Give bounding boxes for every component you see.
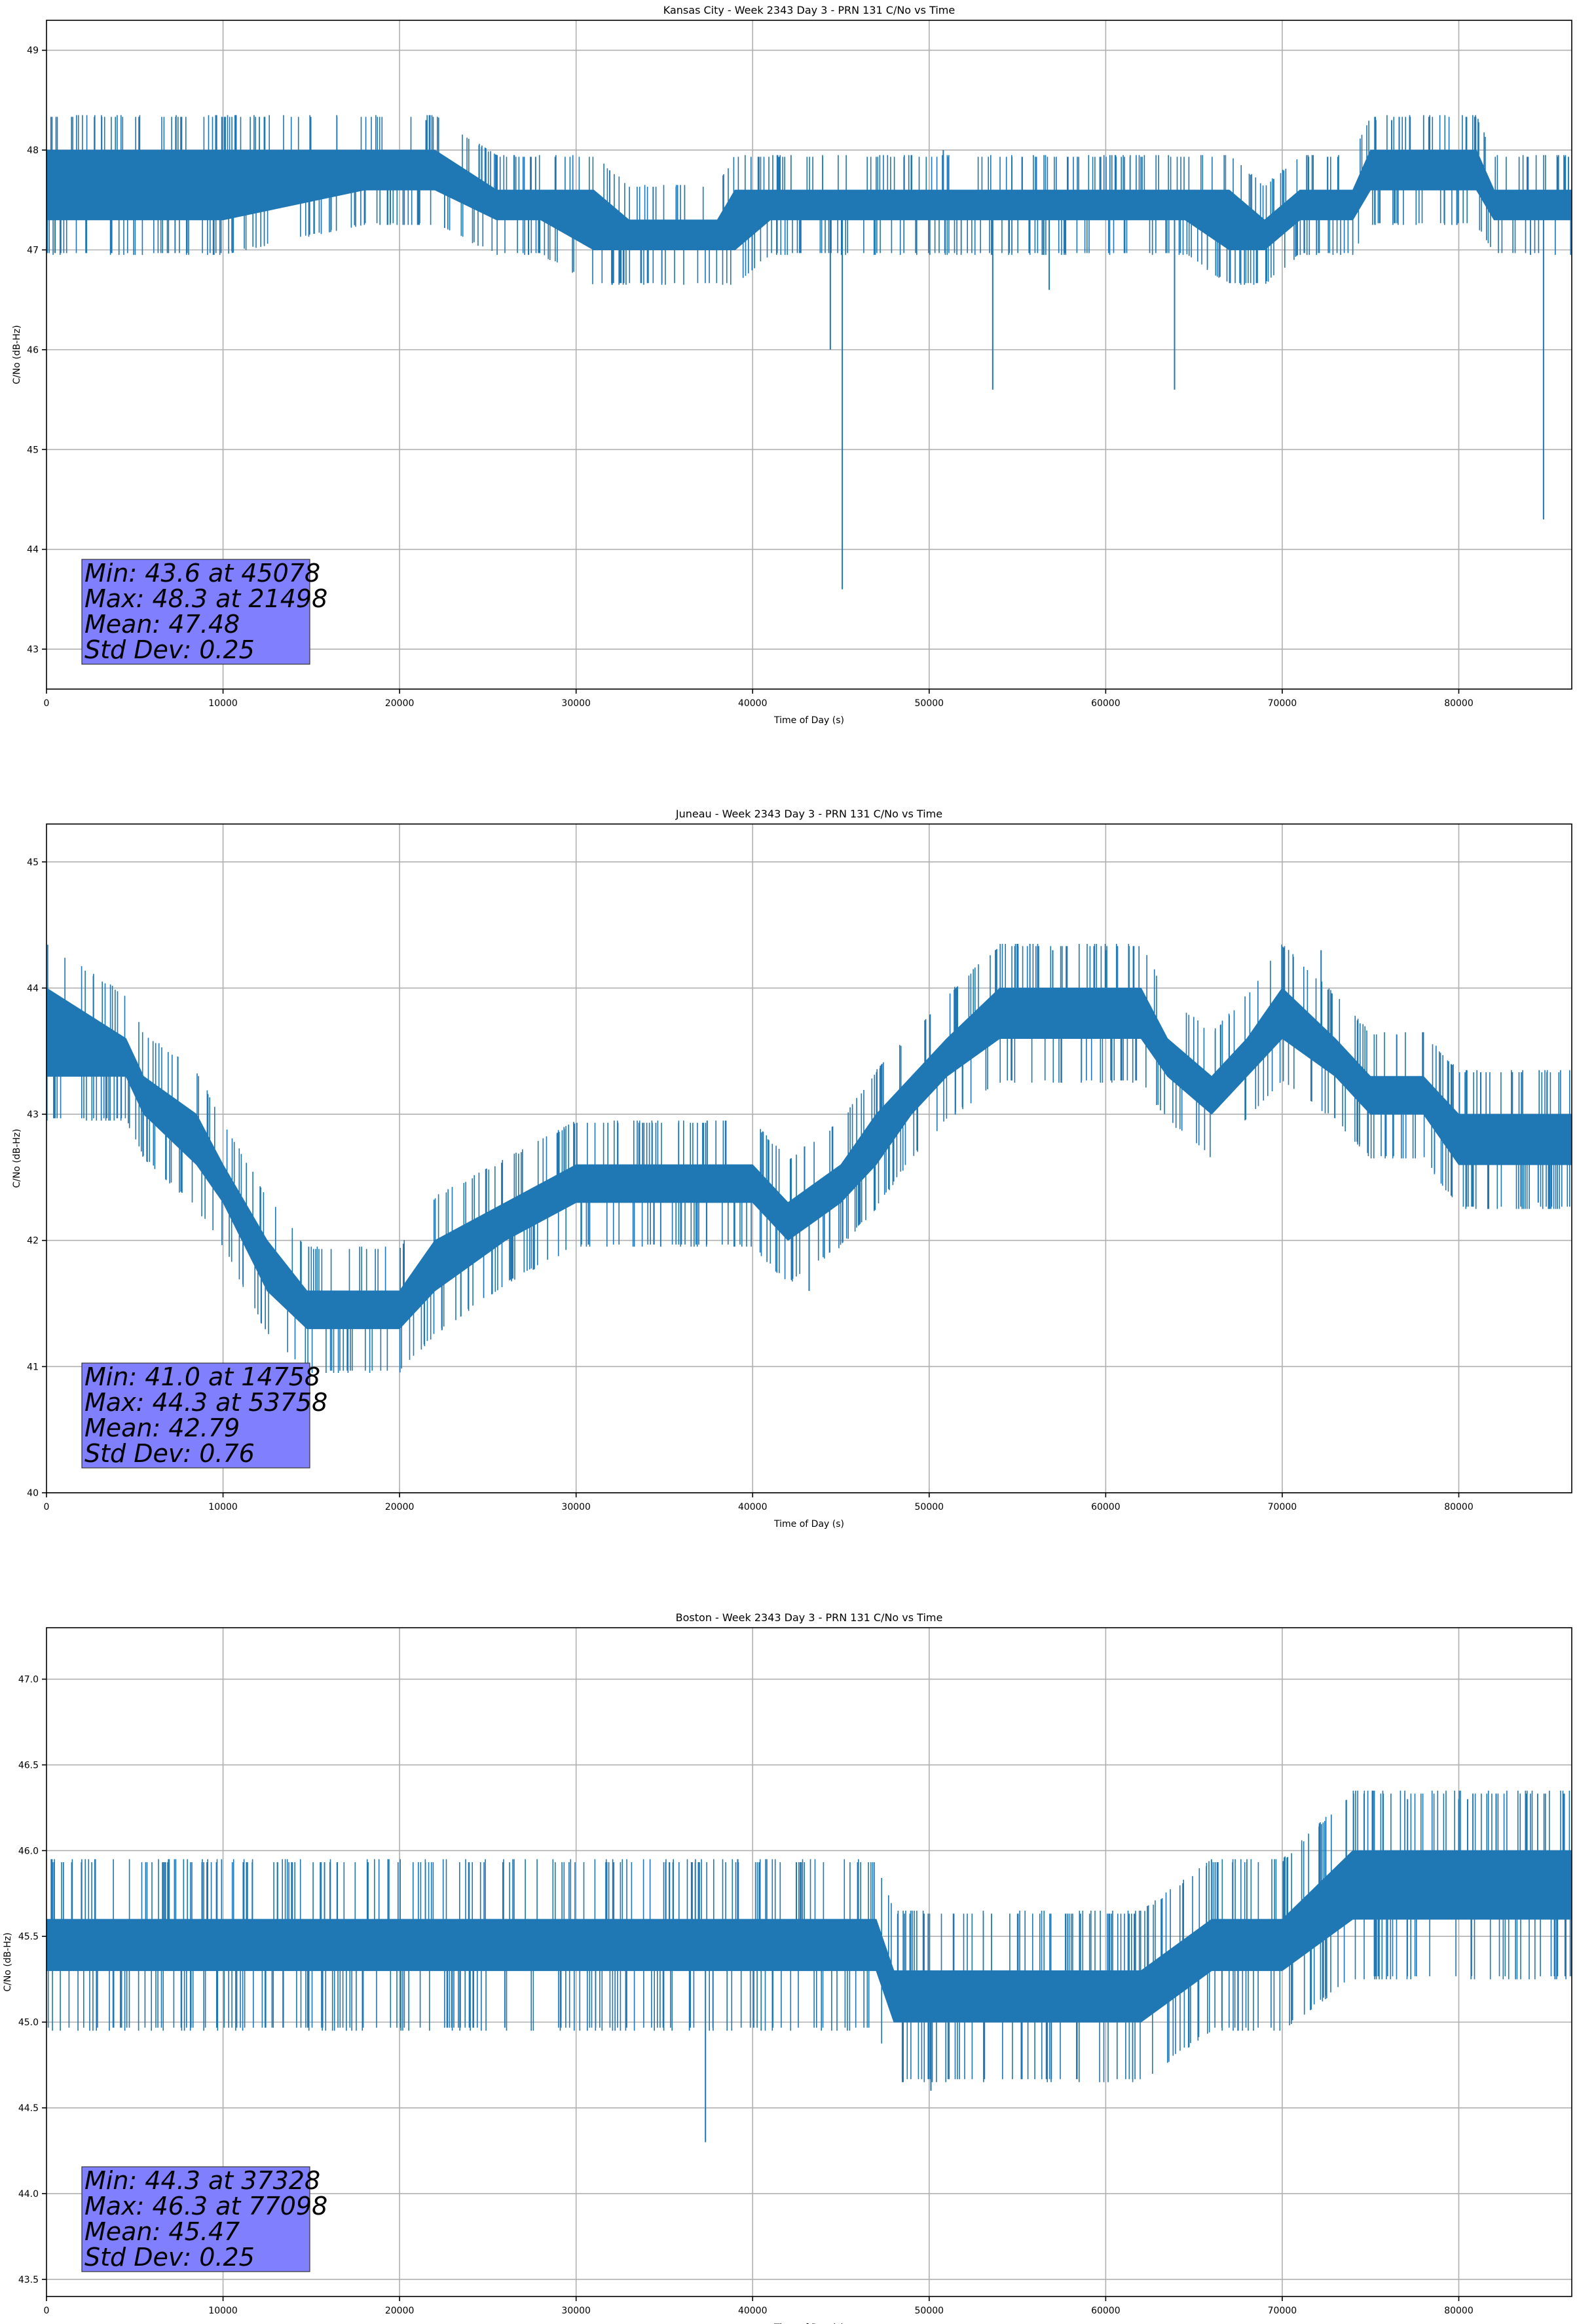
stats-line: Std Dev: 0.76: [84, 1439, 255, 1468]
y-tick-label: 49: [27, 46, 39, 56]
x-axis-label: Time of Day (s): [773, 715, 844, 726]
series-flicker: [46, 944, 1570, 1373]
x-tick-label: 30000: [561, 1502, 591, 1512]
x-tick-label: 50000: [915, 698, 944, 709]
data-series: [46, 1790, 1572, 2143]
chart-title: Juneau - Week 2343 Day 3 - PRN 131 C/No …: [675, 808, 942, 820]
x-tick-label: 20000: [385, 698, 415, 709]
y-tick-label: 45.0: [18, 2017, 39, 2028]
y-axis-label: C/No (dB-Hz): [12, 325, 22, 384]
x-axis-label: Time of Day (s): [773, 1519, 844, 1529]
y-tick-label: 45.5: [18, 1932, 39, 1942]
series-flicker: [46, 115, 1572, 285]
x-tick-label: 50000: [915, 2306, 944, 2316]
stats-box-background: [81, 2166, 310, 2272]
y-tick-label: 43: [27, 1110, 39, 1120]
y-tick-label: 46.5: [18, 1760, 39, 1771]
stats-line: Mean: 45.47: [84, 2217, 240, 2246]
stats-line: Max: 48.3 at 21498: [84, 584, 327, 613]
stats-box-background: [81, 1362, 310, 1469]
stats-line: Max: 44.3 at 53758: [84, 1388, 327, 1417]
y-tick-label: 42: [27, 1236, 39, 1246]
y-tick-label: 40: [27, 1488, 39, 1499]
x-tick-label: 0: [44, 698, 50, 709]
x-tick-label: 70000: [1268, 698, 1297, 709]
stats-line: Std Dev: 0.25: [84, 2243, 255, 2272]
data-series: [46, 944, 1572, 1373]
y-axis-label: C/No (dB-Hz): [12, 1129, 22, 1188]
axes-frame: [46, 1627, 1572, 2297]
x-tick-label: 60000: [1091, 2306, 1121, 2316]
y-tick-label: 43.5: [18, 2275, 39, 2285]
x-tick-label: 30000: [561, 698, 591, 709]
stats-line: Std Dev: 0.25: [84, 635, 255, 664]
x-tick-label: 70000: [1268, 1502, 1297, 1512]
y-tick-label: 44.0: [18, 2189, 39, 2200]
chart-panel-1: 0 10000 20000 30000 40000 50000 60000 70000 8000…: [12, 4, 1572, 726]
y-tick-label: 48: [27, 145, 39, 156]
y-tick-label: 47.0: [18, 1675, 39, 1685]
y-tick-label: 44: [27, 545, 39, 555]
x-tick-label: 10000: [208, 1502, 238, 1512]
x-tick-label: 20000: [385, 2306, 415, 2316]
chart-title: Kansas City - Week 2343 Day 3 - PRN 131 …: [663, 4, 955, 16]
y-tick-label: 46: [27, 345, 39, 356]
stats-line: Mean: 42.79: [84, 1414, 240, 1442]
x-tick-label: 20000: [385, 1502, 415, 1512]
x-tick-label: 0: [44, 1502, 50, 1512]
series-band: [46, 987, 1572, 1330]
y-axis-label: C/No (dB-Hz): [3, 1932, 13, 1991]
axes-frame: [46, 20, 1572, 690]
stats-line: Min: 44.3 at 37328: [84, 2166, 320, 2195]
y-tick-label: 44: [27, 983, 39, 994]
chart-panel-2: 0 10000 20000 30000 40000 50000 60000 70000 8000…: [12, 808, 1572, 1529]
stats-line: Min: 43.6 at 45078: [84, 559, 320, 588]
x-tick-label: 40000: [738, 2306, 768, 2316]
y-tick-label: 46.0: [18, 1846, 39, 1856]
data-series: [46, 115, 1572, 590]
x-tick-label: 0: [44, 2306, 50, 2316]
chart-title: Boston - Week 2343 Day 3 - PRN 131 C/No …: [676, 1611, 943, 1624]
stats-line: Max: 46.3 at 77098: [84, 2192, 327, 2221]
x-tick-label: 50000: [915, 1502, 944, 1512]
chart-panel-3: 0 10000 20000 30000 40000 50000 60000 70000 8000…: [3, 1611, 1572, 2324]
stats-box-background: [81, 559, 310, 665]
x-tick-label: 80000: [1444, 1502, 1474, 1512]
x-tick-label: 40000: [738, 698, 768, 709]
x-tick-label: 40000: [738, 1502, 768, 1512]
x-tick-label: 70000: [1268, 2306, 1297, 2316]
x-axis-label: Time of Day (s): [773, 2323, 844, 2324]
y-tick-label: 47: [27, 245, 39, 255]
y-tick-label: 44.5: [18, 2103, 39, 2114]
y-tick-label: 41: [27, 1362, 39, 1372]
grid-lines: [46, 1628, 1572, 2296]
x-tick-label: 60000: [1091, 698, 1121, 709]
stats-line: Mean: 47.48: [84, 610, 240, 639]
x-tick-label: 80000: [1444, 2306, 1474, 2316]
x-tick-label: 60000: [1091, 1502, 1121, 1512]
x-tick-label: 30000: [561, 2306, 591, 2316]
series-flicker: [47, 1790, 1572, 2082]
x-tick-label: 10000: [208, 698, 238, 709]
y-tick-label: 43: [27, 645, 39, 655]
x-tick-label: 80000: [1444, 698, 1474, 709]
y-tick-label: 45: [27, 445, 39, 455]
y-tick-label: 45: [27, 857, 39, 868]
axes-frame: [46, 823, 1572, 1493]
x-tick-label: 10000: [208, 2306, 238, 2316]
stats-line: Min: 41.0 at 14758: [84, 1362, 320, 1391]
